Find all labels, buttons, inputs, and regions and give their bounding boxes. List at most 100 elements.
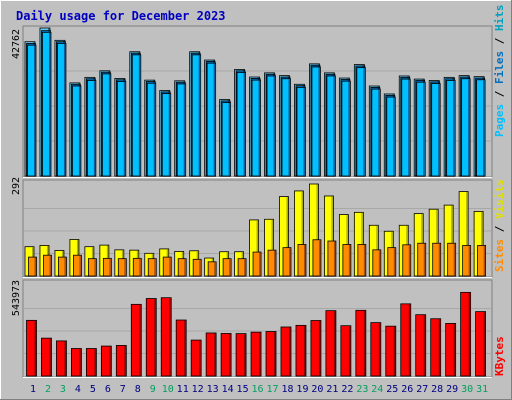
pages-bar-23-edge [363, 68, 365, 176]
sites-bar-29-face [447, 242, 457, 277]
kbytes-bar-21-edge [333, 311, 336, 376]
pages-bar-17-edge [273, 76, 276, 176]
pages-bar-15-face [236, 72, 246, 177]
legend-visits: Visits [493, 179, 506, 219]
sites-bar-1-face [28, 256, 37, 277]
kbytes-bar-29-edge [453, 323, 456, 376]
sites-bar-25 [387, 247, 397, 277]
pages-bar-26 [401, 78, 411, 177]
pages-bar-28-edge [438, 84, 440, 176]
kbytes-bar-29 [445, 323, 457, 377]
kbytes-bar-27-face [415, 314, 427, 377]
day-label-25: 25 [386, 384, 398, 395]
day-label-14: 14 [222, 384, 234, 395]
sites-bar-13 [207, 261, 217, 277]
pages-bar-25-edge [393, 97, 395, 176]
sites-bar-8 [132, 257, 142, 277]
sites-bar-30-face [462, 245, 472, 277]
pages-bar-20-face [311, 66, 321, 177]
pages-bar-27-face [416, 81, 426, 177]
sites-bar-4-edge [79, 255, 81, 276]
kbytes-bar-21-face [325, 310, 337, 377]
sites-bar-18-edge [288, 248, 291, 276]
visits-bar-28-edge [436, 209, 438, 276]
kbytes-bar-5-face [85, 348, 97, 377]
panel-visits-bars [24, 183, 487, 277]
kbytes-bar-11 [175, 319, 187, 377]
kbytes-bar-4 [71, 348, 82, 377]
sites-bar-6-edge [109, 258, 111, 276]
kbytes-bar-15-edge [244, 334, 246, 376]
visits-bar-30-edge [466, 192, 468, 276]
pages-bar-30 [461, 78, 471, 177]
sites-bar-21-edge [333, 241, 336, 276]
kbytes-bar-5-edge [94, 348, 96, 376]
pages-bar-19-edge [303, 87, 305, 176]
sites-bar-15-edge [244, 259, 246, 276]
pages-bar-16-face [251, 79, 261, 177]
chart-title: Daily usage for December 2023 [16, 9, 226, 23]
pages-bar-29-edge [453, 80, 455, 176]
sites-bar-17-face [267, 249, 277, 277]
sites-bar-3-edge [64, 257, 66, 276]
sites-bar-6-face [102, 257, 112, 277]
kbytes-bar-22 [340, 325, 352, 377]
legend-hits: Hits [493, 5, 506, 32]
kbytes-bar-28-edge [438, 319, 441, 376]
kbytes-bar-22-face [340, 325, 352, 377]
pages-bar-21 [326, 75, 336, 177]
sites-bar-14-face [222, 258, 232, 277]
pages-bar-24 [371, 88, 381, 177]
day-label-7: 7 [120, 384, 126, 395]
kbytes-bar-23 [355, 309, 367, 377]
pages-bar-16-edge [258, 80, 261, 176]
sites-bar-6 [102, 257, 112, 277]
pages-bar-25 [386, 96, 396, 177]
sites-bar-8-edge [139, 258, 141, 276]
kbytes-bar-20 [310, 320, 322, 377]
kbytes-bar-7 [115, 345, 127, 377]
day-label-9: 9 [150, 384, 156, 395]
legend-bottom: KBytes [493, 336, 506, 376]
pages-bar-5-face [86, 80, 97, 177]
x-axis-day-labels: 1 2 3 4 5 6 7 8 9 10 11 12 13 14 15 16 17 18 19 20 21 22 23 24 2… [30, 384, 488, 395]
sites-bar-1 [28, 256, 37, 277]
kbytes-bar-11-face [175, 319, 187, 377]
kbytes-bar-8 [130, 303, 142, 377]
visits-bar-19-edge [301, 191, 303, 276]
sites-bar-23-edge [363, 244, 366, 276]
pages-bar-11-face [176, 83, 187, 177]
pages-bar-20 [311, 66, 321, 177]
day-label-27: 27 [416, 384, 428, 395]
sites-bar-1-edge [34, 257, 36, 276]
pages-bar-4-face [72, 85, 82, 177]
sites-bar-10-edge [169, 257, 171, 276]
sites-bar-16-face [252, 251, 262, 277]
pages-bar-22-face [341, 80, 351, 177]
pages-bar-20-edge [318, 67, 320, 176]
pages-bar-18-face [281, 78, 291, 177]
legend-slash-3: / [493, 219, 506, 232]
kbytes-bar-28-face [430, 318, 442, 377]
kbytes-bar-9-face [145, 298, 157, 377]
day-label-6: 6 [105, 384, 111, 395]
pages-bar-8-face [131, 54, 142, 177]
day-label-28: 28 [431, 384, 443, 395]
day-label-30: 30 [461, 384, 473, 395]
sites-bar-7-face [117, 258, 127, 277]
sites-bar-10-face [162, 256, 172, 277]
sites-bar-31-face [477, 245, 487, 277]
sites-bar-5 [87, 258, 97, 277]
sites-bar-2-edge [49, 255, 51, 276]
kbytes-bar-31 [475, 311, 487, 377]
sites-bar-20-edge [318, 240, 321, 276]
panel-visits: 292 [11, 177, 493, 278]
panel-kbytes-max-label: 543973 [11, 280, 22, 316]
sites-bar-2-face [43, 254, 52, 277]
sites-bar-5-edge [94, 259, 96, 276]
kbytes-bar-22-edge [348, 326, 351, 376]
svg-text:Pages / Files: Pages / Files / Hits [493, 5, 506, 138]
legend-sites: Sites [493, 239, 506, 272]
pages-bar-17 [266, 75, 276, 177]
pages-bar-10-face [161, 93, 172, 177]
